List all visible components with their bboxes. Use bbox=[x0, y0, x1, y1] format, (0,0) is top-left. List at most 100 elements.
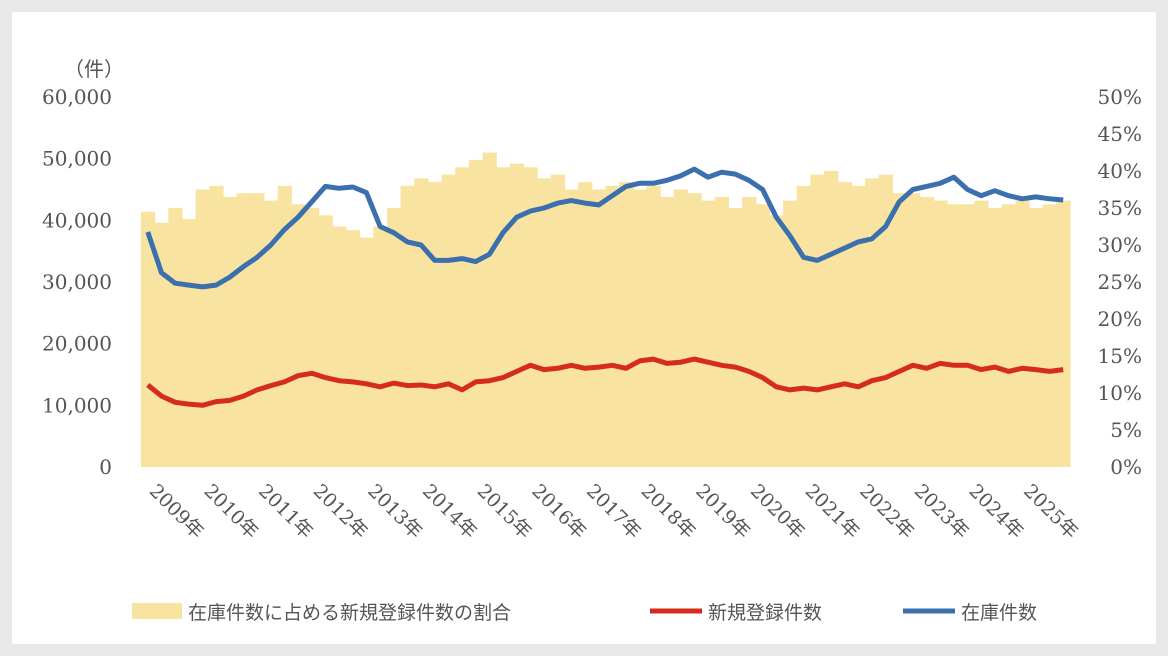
right-tick-label: 0% bbox=[1110, 455, 1142, 479]
right-tick-label: 15% bbox=[1098, 344, 1142, 368]
right-tick-label: 40% bbox=[1098, 159, 1142, 183]
ratio-bar bbox=[632, 189, 648, 467]
ratio-bar bbox=[154, 222, 169, 467]
x-tick-label: 2021年 bbox=[801, 480, 864, 543]
left-tick-label: 40,000 bbox=[42, 208, 112, 232]
ratio-bar bbox=[796, 185, 812, 468]
ratio-bar bbox=[1015, 200, 1030, 467]
right-tick-label: 20% bbox=[1098, 307, 1142, 331]
ratio-bar bbox=[209, 185, 224, 468]
right-tick-label: 50% bbox=[1098, 85, 1142, 109]
x-tick-label: 2011年 bbox=[254, 480, 317, 543]
ratio-bar bbox=[195, 189, 210, 467]
ratio-bar bbox=[783, 200, 798, 467]
x-tick-label: 2010年 bbox=[199, 480, 262, 543]
ratio-bar bbox=[1029, 208, 1044, 467]
ratio-bar bbox=[988, 208, 1003, 467]
ratio-bar bbox=[1042, 204, 1057, 468]
ratio-bar bbox=[523, 167, 538, 468]
ratio-bar bbox=[236, 193, 251, 467]
ratio-bar bbox=[386, 208, 402, 467]
ratio-bar bbox=[277, 185, 292, 468]
ratio-bar bbox=[865, 178, 880, 467]
right-tick-label: 5% bbox=[1110, 418, 1142, 442]
left-tick-label: 60,000 bbox=[42, 85, 112, 109]
ratio-bar bbox=[906, 193, 921, 467]
ratio-bar bbox=[673, 189, 689, 467]
x-tick-label: 2020年 bbox=[746, 480, 809, 543]
ratio-bar bbox=[878, 174, 893, 467]
ratio-bar bbox=[974, 200, 989, 467]
ratio-bar bbox=[141, 211, 156, 467]
ratio-bar bbox=[441, 174, 456, 467]
ratio-bar bbox=[660, 196, 675, 467]
ratio-bar bbox=[769, 215, 784, 467]
ratio-bar bbox=[619, 182, 634, 467]
ratio-bar bbox=[263, 200, 279, 467]
ratio-bar bbox=[564, 189, 579, 467]
ratio-bar bbox=[414, 178, 429, 467]
left-tick-label: 10,000 bbox=[42, 393, 112, 417]
ratio-bar bbox=[687, 193, 702, 467]
ratio-bar bbox=[373, 226, 388, 467]
x-tick-label: 2019年 bbox=[691, 480, 754, 543]
x-tick-label: 2023年 bbox=[910, 480, 973, 543]
x-tick-label: 2018年 bbox=[637, 480, 700, 543]
x-tick-label: 2017年 bbox=[582, 480, 645, 543]
ratio-bar bbox=[919, 196, 934, 467]
right-tick-label: 30% bbox=[1098, 233, 1142, 257]
legend-swatch-ratio bbox=[132, 603, 182, 619]
x-tick-label: 2013年 bbox=[363, 480, 426, 543]
ratio-bar bbox=[250, 193, 265, 467]
ratio-bar bbox=[455, 167, 470, 468]
ratio-bar bbox=[359, 237, 374, 467]
x-tick-label: 2014年 bbox=[418, 480, 481, 543]
ratio-bar bbox=[947, 204, 962, 468]
ratio-bar bbox=[851, 185, 866, 468]
stock-line bbox=[145, 166, 1064, 290]
ratio-bar bbox=[837, 182, 853, 467]
ratio-bar bbox=[304, 208, 320, 467]
ratio-bar bbox=[509, 163, 525, 467]
ratio-bar bbox=[222, 196, 238, 467]
ratio-bar bbox=[181, 219, 197, 467]
ratio-bar bbox=[468, 159, 484, 467]
legend-label-new: 新規登録件数 bbox=[708, 602, 822, 624]
ratio-bar bbox=[960, 204, 975, 468]
ratio-bar bbox=[291, 204, 306, 468]
ratio-bar bbox=[332, 226, 347, 467]
ratio-bar bbox=[892, 193, 907, 467]
right-tick-label: 35% bbox=[1098, 196, 1142, 220]
legend: 在庫件数に占める新規登録件数の割合 新規登録件数 在庫件数 bbox=[132, 602, 1037, 624]
x-tick-label: 2015年 bbox=[473, 480, 536, 543]
ratio-bar bbox=[714, 196, 730, 467]
ratio-bar bbox=[701, 200, 716, 467]
x-tick-label: 2009年 bbox=[145, 480, 208, 543]
x-tick-label: 2016年 bbox=[527, 480, 590, 543]
new-registrations-line bbox=[146, 356, 1064, 408]
ratio-bar bbox=[400, 185, 415, 468]
x-tick-label: 2022年 bbox=[855, 480, 918, 543]
x-tick-label: 2012年 bbox=[309, 480, 372, 543]
legend-label-ratio: 在庫件数に占める新規登録件数の割合 bbox=[188, 602, 511, 624]
left-tick-label: 30,000 bbox=[42, 270, 112, 294]
left-tick-label: 20,000 bbox=[42, 332, 112, 356]
left-tick-label: 50,000 bbox=[42, 147, 112, 171]
right-tick-label: 45% bbox=[1098, 122, 1142, 146]
ratio-bar bbox=[810, 174, 825, 467]
ratio-bar bbox=[605, 185, 620, 468]
ratio-bar bbox=[550, 174, 566, 467]
ratio-bar bbox=[318, 215, 333, 467]
ratio-bar bbox=[646, 185, 661, 468]
ratio-bar bbox=[496, 167, 511, 468]
ratio-bar bbox=[591, 189, 607, 467]
ratio-bar bbox=[427, 182, 443, 467]
ratio-bar bbox=[824, 171, 839, 467]
x-tick-label: 2024年 bbox=[964, 480, 1027, 543]
right-tick-label: 25% bbox=[1098, 270, 1142, 294]
ratio-bar bbox=[578, 182, 593, 467]
left-tick-label: 0 bbox=[99, 455, 112, 479]
ratio-bar bbox=[537, 178, 552, 467]
ratio-bar bbox=[482, 152, 497, 467]
